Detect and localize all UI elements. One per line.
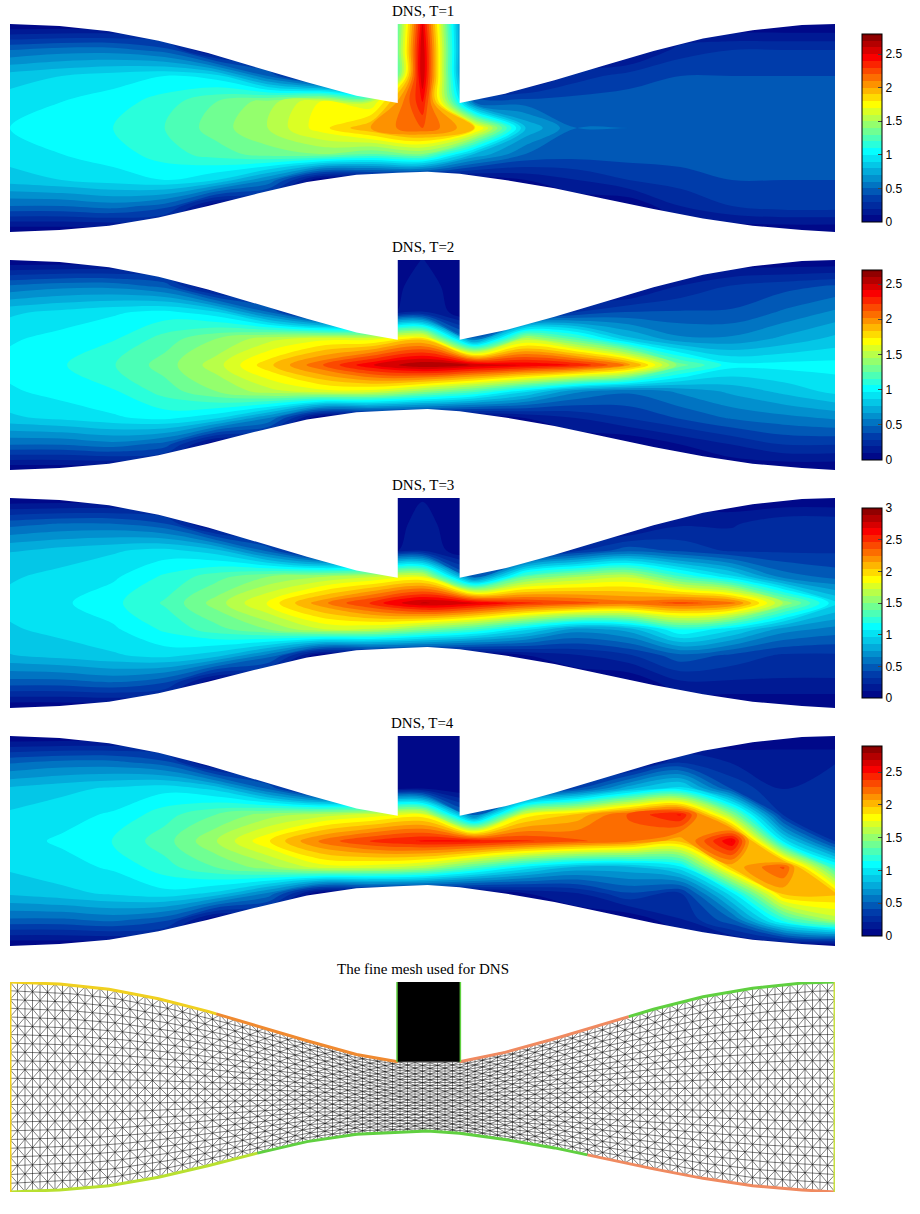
svg-text:1.5: 1.5: [885, 348, 902, 362]
svg-text:2: 2: [885, 565, 892, 579]
svg-text:DNS, T=1: DNS, T=1: [392, 3, 454, 19]
svg-text:0.5: 0.5: [885, 660, 902, 674]
svg-text:DNS, T=3: DNS, T=3: [392, 477, 454, 493]
svg-text:1.5: 1.5: [885, 596, 902, 610]
svg-text:1.5: 1.5: [885, 114, 902, 128]
svg-text:0.5: 0.5: [885, 182, 902, 196]
svg-text:1: 1: [885, 148, 892, 162]
svg-text:2.5: 2.5: [885, 533, 902, 547]
svg-text:2.5: 2.5: [885, 47, 902, 61]
svg-text:The fine mesh used for DNS: The fine mesh used for DNS: [337, 961, 509, 977]
svg-text:0.5: 0.5: [885, 896, 902, 910]
svg-text:DNS, T=4: DNS, T=4: [391, 715, 454, 731]
svg-text:0: 0: [885, 691, 892, 705]
svg-text:2: 2: [885, 312, 892, 326]
svg-text:1: 1: [885, 628, 892, 642]
svg-text:2.5: 2.5: [885, 277, 902, 291]
svg-text:2.5: 2.5: [885, 765, 902, 779]
svg-text:0: 0: [885, 215, 892, 229]
svg-text:3: 3: [885, 501, 892, 515]
svg-text:0.5: 0.5: [885, 418, 902, 432]
svg-text:1: 1: [885, 864, 892, 878]
svg-text:0: 0: [885, 453, 892, 467]
svg-text:DNS, T=2: DNS, T=2: [392, 239, 454, 255]
svg-text:0: 0: [885, 929, 892, 943]
svg-text:1: 1: [885, 383, 892, 397]
svg-text:1.5: 1.5: [885, 831, 902, 845]
svg-text:2: 2: [885, 81, 892, 95]
svg-text:2: 2: [885, 798, 892, 812]
